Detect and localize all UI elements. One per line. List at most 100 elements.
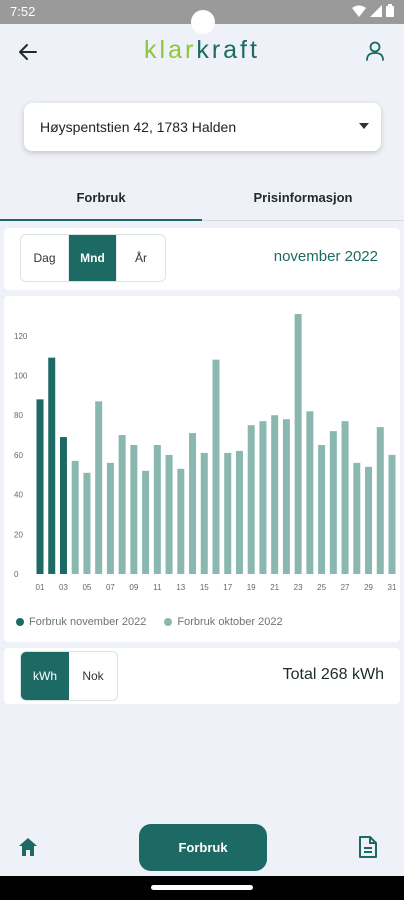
chart-bar[interactable] (36, 399, 44, 574)
battery-icon (386, 4, 394, 17)
chart-bar[interactable] (247, 425, 255, 574)
chart-bar[interactable] (59, 437, 67, 574)
x-tick-label: 13 (176, 583, 185, 592)
x-tick-label: 07 (106, 583, 115, 592)
consumption-bar-chart: 0 20 40 60 80 100 120 01 03 05 07 09 11 13 15 17 19 21 23 2… (14, 314, 397, 592)
x-tick-label: 25 (317, 583, 326, 592)
unit-card: kWh Nok Total 268 kWh (4, 648, 400, 704)
y-tick-label: 80 (14, 411, 23, 420)
logo-part-klar: klar (144, 36, 197, 64)
wifi-icon (352, 5, 366, 17)
tab-bar: Forbruk Prisinformasjon (0, 175, 404, 221)
period-label[interactable]: november 2022 (273, 248, 378, 265)
unit-kwh-button[interactable]: kWh (21, 652, 69, 700)
y-tick-label: 0 (14, 570, 19, 579)
x-tick-label: 31 (388, 583, 397, 592)
tab-indicator (0, 219, 202, 221)
tab-prisinformasjon[interactable]: Prisinformasjon (253, 190, 353, 205)
bottom-nav: Forbruk (0, 820, 404, 876)
chart-bar[interactable] (259, 421, 267, 574)
chart-bar[interactable] (365, 466, 373, 574)
x-tick-label: 15 (200, 583, 209, 592)
chart-bar[interactable] (353, 462, 361, 574)
forbruk-button[interactable]: Forbruk (139, 824, 267, 871)
chart-bar[interactable] (318, 445, 326, 574)
chart-bar[interactable] (142, 470, 150, 574)
x-tick-label: 17 (223, 583, 232, 592)
x-tick-label: 01 (36, 583, 45, 592)
unit-toggle: kWh Nok (20, 651, 118, 701)
x-tick-label: 09 (129, 583, 138, 592)
period-mnd-button[interactable]: Mnd (69, 235, 117, 281)
unit-nok-button[interactable]: Nok (82, 669, 104, 683)
legend-dot-november (16, 618, 24, 626)
document-icon[interactable] (358, 835, 378, 859)
status-bar: 7:52 (0, 0, 404, 34)
y-tick-label: 100 (14, 372, 28, 381)
period-ar-button[interactable]: År (135, 251, 147, 265)
chart-bar[interactable] (388, 454, 396, 574)
logo-part-kraft: kraft (196, 36, 260, 64)
period-toggle: Dag Mnd År (20, 234, 166, 282)
legend-dot-oktober (164, 618, 173, 626)
chart-bar[interactable] (282, 419, 290, 574)
chart-bar[interactable] (153, 445, 161, 574)
chart-bar[interactable] (306, 411, 314, 574)
chart-bar[interactable] (224, 452, 232, 574)
y-tick-label: 20 (14, 530, 23, 539)
chart-bar[interactable] (106, 462, 114, 574)
chart-bar[interactable] (200, 452, 208, 574)
system-gesture-bar (0, 876, 404, 900)
user-icon[interactable] (364, 40, 386, 62)
x-tick-label: 23 (294, 583, 303, 592)
signal-icon (370, 4, 382, 17)
legend-item-november: Forbruk november 2022 (16, 616, 146, 628)
app-logo: klarkraft (0, 36, 404, 65)
camera-cutout (191, 10, 215, 34)
arrow-left-icon[interactable] (16, 40, 40, 64)
status-icons (352, 4, 394, 17)
x-tick-label: 19 (247, 583, 256, 592)
chart-bar[interactable] (235, 450, 243, 574)
y-tick-label: 60 (14, 451, 23, 460)
chart-card: 0 20 40 60 80 100 120 01 03 05 07 09 11 13 15 17 19 21 23 2… (4, 296, 400, 642)
legend-label-november: Forbruk november 2022 (29, 616, 147, 628)
home-icon[interactable] (17, 836, 39, 858)
chart-bar[interactable] (130, 445, 138, 574)
x-tick-label: 05 (82, 583, 91, 592)
tab-forbruk[interactable]: Forbruk (76, 190, 126, 205)
chart-bar[interactable] (177, 468, 185, 574)
chart-bar[interactable] (83, 472, 91, 574)
tab-divider (0, 220, 404, 221)
period-card: Dag Mnd År november 2022 (4, 228, 400, 290)
app-header: klarkraft (0, 24, 404, 86)
chart-legend: Forbruk november 2022 Forbruk oktober 20… (16, 616, 283, 628)
total-consumption: Total 268 kWh (282, 666, 384, 683)
x-tick-label: 03 (59, 583, 68, 592)
chart-bar[interactable] (329, 431, 337, 574)
chart-bar[interactable] (271, 415, 279, 574)
chart-bar[interactable] (165, 454, 173, 574)
chart-bar[interactable] (341, 421, 349, 574)
chart-bar[interactable] (71, 460, 79, 574)
gesture-handle[interactable] (151, 885, 253, 890)
chart-bar[interactable] (95, 401, 103, 574)
y-tick-label: 40 (14, 491, 23, 500)
chart-bar[interactable] (118, 435, 126, 574)
chart-bar[interactable] (376, 427, 384, 574)
period-dag-button[interactable]: Dag (21, 235, 69, 281)
chart-bar[interactable] (212, 359, 220, 574)
status-time: 7:52 (10, 4, 36, 19)
legend-item-oktober: Forbruk oktober 2022 (164, 616, 283, 628)
chart-bar[interactable] (189, 433, 197, 574)
address-select[interactable]: Høyspentstien 42, 1783 Halden (24, 103, 381, 151)
address-value: Høyspentstien 42, 1783 Halden (40, 119, 237, 135)
legend-label-oktober: Forbruk oktober 2022 (177, 616, 283, 628)
chart-bar[interactable] (294, 314, 302, 574)
chart-bar[interactable] (48, 357, 56, 574)
x-tick-label: 27 (341, 583, 350, 592)
x-tick-label: 29 (364, 583, 373, 592)
chevron-down-icon (359, 123, 369, 129)
y-tick-label: 120 (14, 332, 28, 341)
x-tick-label: 21 (270, 583, 279, 592)
